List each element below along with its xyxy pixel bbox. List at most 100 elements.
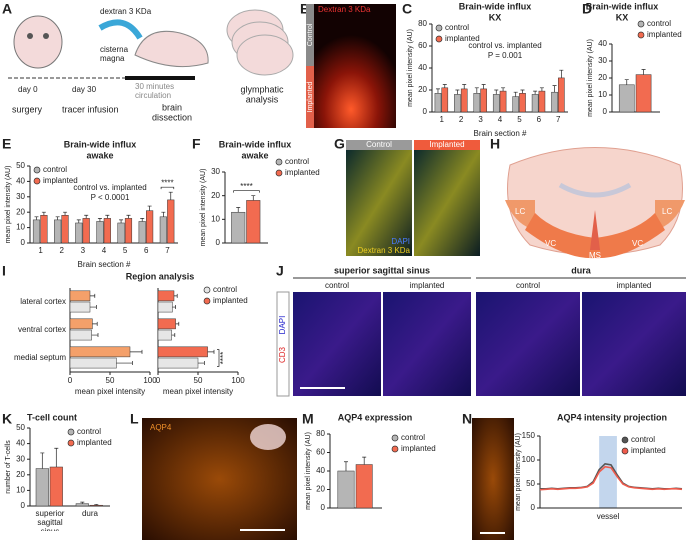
error-bar xyxy=(641,69,646,75)
error-bar xyxy=(94,504,99,506)
error-bar xyxy=(343,461,348,471)
error-bar xyxy=(171,333,176,338)
error-bar xyxy=(54,447,59,467)
error-bar xyxy=(90,305,97,310)
group-label: implanted xyxy=(410,281,445,290)
chart-title: Brain-wide influx xyxy=(219,139,292,149)
x-tick-label: 3 xyxy=(478,115,483,124)
region-label: LC xyxy=(515,207,525,216)
y-tick-label: 30 xyxy=(211,167,220,176)
x-tick-label: 1 xyxy=(439,115,444,124)
x-axis-label: mean pixel intensity xyxy=(163,387,233,396)
y-axis-label: number of T-cells xyxy=(5,440,12,494)
error-bar xyxy=(55,216,60,220)
legend-marker xyxy=(67,428,75,436)
bar xyxy=(138,221,146,244)
site-label: magna xyxy=(100,54,125,63)
x-axis-label: Brain section # xyxy=(78,260,131,269)
site-label: dura xyxy=(571,265,591,275)
legend-label: implanted xyxy=(43,176,78,185)
chart-title: Brain-wide influx xyxy=(586,1,659,11)
annotation: P = 0.001 xyxy=(488,51,523,60)
bar xyxy=(531,94,539,113)
error-bar xyxy=(40,452,45,469)
x-tick-label: 4 xyxy=(497,115,503,124)
legend-label: control xyxy=(213,285,237,294)
region-label: MS xyxy=(589,251,601,260)
panel-h: H LC LC VC MS VC xyxy=(490,136,685,260)
step-label: dissection xyxy=(152,112,192,122)
panel-label: M xyxy=(302,411,314,427)
y-tick-label: 0 xyxy=(423,107,428,116)
tracer-label: dextran 3 KDa xyxy=(100,7,152,16)
bar xyxy=(480,88,487,113)
step-label: brain xyxy=(162,102,182,112)
chart-title: T-cell count xyxy=(27,412,77,422)
bar xyxy=(49,466,63,507)
bar xyxy=(54,219,62,244)
y-tick-label: 10 xyxy=(16,486,25,495)
bar xyxy=(499,90,507,113)
region-label: LC xyxy=(662,207,672,216)
error-bar xyxy=(130,349,143,354)
x-tick-label: 7 xyxy=(165,246,170,255)
y-tick-label: 20 xyxy=(211,191,220,200)
x-tick-label: 100 xyxy=(143,376,157,385)
error-bar xyxy=(520,89,525,94)
panel-a: A dextran 3 KDa cisterna magna 30 minute… xyxy=(2,1,294,122)
stain-label: Dextran 3 KDa xyxy=(318,5,371,14)
region-label: VC xyxy=(632,239,643,248)
significance-bracket xyxy=(217,349,220,367)
y-tick-label: medial septum xyxy=(14,353,66,362)
annotation: control vs. implanted xyxy=(73,183,146,192)
x-tick-label: 2 xyxy=(59,246,64,255)
bar xyxy=(89,504,103,507)
error-bar xyxy=(76,219,81,223)
y-tick-label: 10 xyxy=(598,90,607,99)
error-bar xyxy=(84,214,89,219)
chart-subtitle: awake xyxy=(86,150,113,160)
mouse-head xyxy=(13,15,63,69)
y-tick-label: 80 xyxy=(316,429,325,438)
stain-label: AQP4 xyxy=(150,423,172,432)
legend-marker xyxy=(391,445,399,453)
image xyxy=(293,292,381,396)
error-bar xyxy=(91,333,99,338)
y-tick-label: 20 xyxy=(316,485,325,494)
x-tick-label-box: 5 xyxy=(123,246,127,255)
region-ms xyxy=(590,210,600,250)
legend-label: implanted xyxy=(213,296,248,305)
error-bar xyxy=(494,89,499,95)
panel-b: B Dextran 3 KDa Control Implanted xyxy=(300,1,396,128)
region-vc xyxy=(525,213,595,259)
y-axis-label: mean pixel intensity (AU) xyxy=(407,29,414,107)
bar xyxy=(551,91,558,113)
chart-title: Brain-wide influx xyxy=(459,1,532,11)
bar xyxy=(337,470,355,509)
bar xyxy=(96,221,104,244)
y-tick-label: 10 xyxy=(16,223,25,232)
y-axis-label: mean pixel intensity (AU) xyxy=(5,166,12,244)
x-tick-label: 100 xyxy=(231,376,245,385)
error-bar xyxy=(251,195,256,201)
x-tick-label: 0 xyxy=(68,376,73,385)
bar xyxy=(538,90,546,113)
y-tick-label: 0 xyxy=(603,107,608,116)
y-tick-label: 40 xyxy=(418,63,427,72)
error-bar xyxy=(474,87,479,94)
legend-label: control xyxy=(285,157,309,166)
error-bar xyxy=(119,219,124,223)
panel-label: N xyxy=(462,411,472,427)
y-tick-label: 0 xyxy=(531,503,536,512)
panel-label: G xyxy=(334,136,345,152)
error-bar xyxy=(168,191,173,200)
mouse-eye xyxy=(43,33,49,39)
chart-title: AQP4 expression xyxy=(338,412,413,422)
error-bar xyxy=(442,84,447,88)
x-tick-label-box: 3 xyxy=(81,246,85,255)
y-tick-label: 60 xyxy=(316,448,325,457)
legend-marker xyxy=(435,24,443,32)
x-tick-label: 6 xyxy=(144,246,149,255)
y-tick-label: 40 xyxy=(16,439,25,448)
error-bar xyxy=(559,69,564,78)
